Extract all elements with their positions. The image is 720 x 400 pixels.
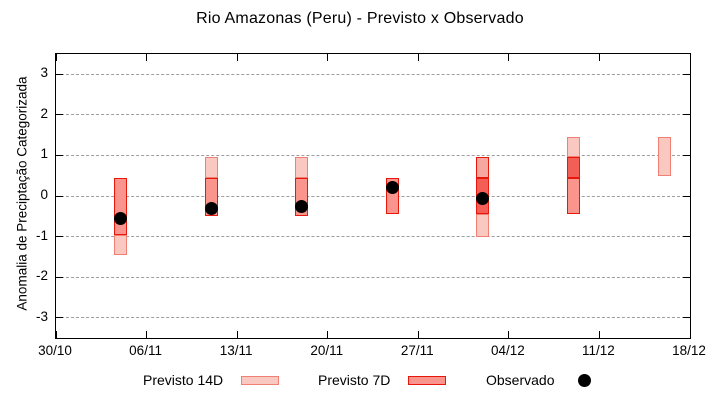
y-tick-label: -2 xyxy=(35,268,48,284)
x-tickmark-top xyxy=(598,54,600,61)
y-tickmark-right xyxy=(683,276,690,278)
x-tickmark-bottom xyxy=(508,331,510,338)
x-tick-label: 13/11 xyxy=(219,343,253,358)
legend-item-previsto-14d: Previsto 14D xyxy=(143,372,280,388)
gridline xyxy=(56,276,690,278)
previsto-14d-segment xyxy=(295,157,309,178)
gridline xyxy=(56,195,690,197)
y-tickmark-right xyxy=(683,154,690,156)
gridline xyxy=(56,317,690,319)
x-tick-label: 06/11 xyxy=(129,343,162,358)
x-tickmark-top xyxy=(508,54,510,61)
y-tickmark-right xyxy=(683,114,690,116)
y-tickmark-right xyxy=(683,317,690,319)
legend-label-observado: Observado xyxy=(486,372,555,388)
previsto-7d-segment xyxy=(114,177,128,235)
previsto-14d-swatch xyxy=(241,375,280,385)
legend-label-previsto-14d: Previsto 14D xyxy=(143,372,224,388)
y-tick-label: 3 xyxy=(40,65,48,81)
previsto-7d-light-segment xyxy=(476,157,490,178)
x-tickmark-top xyxy=(146,54,148,61)
previsto-14d-segment xyxy=(204,157,218,178)
y-tickmark-right xyxy=(683,236,690,238)
y-tickmark-left xyxy=(56,236,63,238)
previsto-7d-segment xyxy=(567,177,581,215)
y-tickmark-left xyxy=(56,276,63,278)
y-tickmark-right xyxy=(683,73,690,75)
observed-dot-swatch xyxy=(578,373,592,387)
legend: Previsto 14D Previsto 7D Observado xyxy=(0,372,720,396)
gridline xyxy=(56,154,690,156)
y-tickmark-right xyxy=(683,195,690,197)
y-tick-label: -1 xyxy=(35,227,48,243)
x-tickmark-bottom xyxy=(689,331,691,338)
x-tickmark-bottom xyxy=(327,331,329,338)
previsto-14d-segment xyxy=(657,137,671,176)
legend-label-previsto-7d: Previsto 7D xyxy=(318,372,391,388)
previsto-7d-swatch xyxy=(408,375,447,385)
y-tickmark-left xyxy=(56,114,63,116)
x-tick-label: 18/12 xyxy=(672,343,706,358)
x-tickmark-bottom xyxy=(598,331,600,338)
observed-dot xyxy=(114,211,128,225)
plot-area xyxy=(55,53,691,339)
y-tick-label: -3 xyxy=(35,308,48,324)
x-tickmark-top xyxy=(236,54,238,61)
y-tick-label: 0 xyxy=(40,187,48,202)
x-tickmark-top xyxy=(327,54,329,61)
y-tickmark-left xyxy=(56,154,63,156)
gridline xyxy=(56,73,690,75)
x-tickmark-bottom xyxy=(236,331,238,338)
y-tickmark-left xyxy=(56,73,63,75)
legend-item-previsto-7d: Previsto 7D xyxy=(318,372,447,388)
gridline xyxy=(56,114,690,116)
previsto-14d-segment xyxy=(114,234,128,255)
x-tick-label: 20/11 xyxy=(310,343,344,358)
x-tickmark-bottom xyxy=(55,331,57,338)
observed-dot xyxy=(476,191,490,205)
legend-item-observado: Observado xyxy=(486,372,592,388)
y-tick-label: 1 xyxy=(40,146,48,162)
x-tick-label: 27/11 xyxy=(400,343,434,358)
y-tickmark-left xyxy=(56,317,63,319)
previsto-14d-segment xyxy=(476,214,490,237)
previsto-14d-segment xyxy=(567,137,581,158)
observed-dot xyxy=(385,181,399,195)
y-tick-label: 2 xyxy=(40,105,48,121)
x-tick-label: 11/12 xyxy=(582,343,615,358)
x-tickmark-top xyxy=(417,54,419,61)
observed-dot xyxy=(204,201,218,215)
y-tickmark-left xyxy=(56,195,63,197)
previsto-overlap-segment xyxy=(567,157,581,178)
x-tickmark-top xyxy=(689,54,691,61)
observed-dot xyxy=(295,199,309,213)
gridline xyxy=(56,236,690,238)
chart-title: Rio Amazonas (Peru) - Previsto x Observa… xyxy=(196,10,524,27)
x-tick-label: 04/12 xyxy=(490,343,525,358)
x-tickmark-bottom xyxy=(417,331,419,338)
x-tick-label: 30/10 xyxy=(38,343,72,358)
x-tickmark-bottom xyxy=(146,331,148,338)
x-tickmark-top xyxy=(55,54,57,61)
